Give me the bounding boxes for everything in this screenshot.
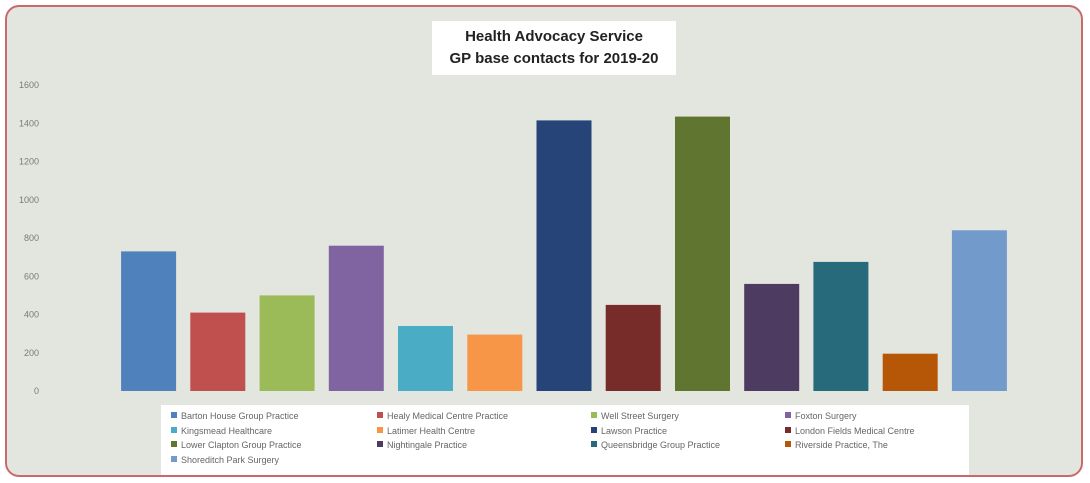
bar-12 — [951, 230, 1007, 391]
legend-label: Well Street Surgery — [601, 411, 679, 421]
legend-label: Lawson Practice — [601, 425, 668, 436]
legend-swatch — [785, 426, 791, 433]
legend-item: Healy Medical Centre Practice — [377, 410, 508, 423]
legend-swatch — [591, 441, 597, 447]
legend-item: Well Street Surgery — [591, 410, 679, 423]
legend-swatch — [377, 426, 383, 433]
chart-legend: Barton House Group Practice Healy Medical… — [161, 405, 969, 475]
legend-item: Nightingale Practice — [377, 439, 467, 452]
legend-label: Barton House Group Practice — [181, 411, 299, 421]
legend-item: Shoreditch Park Surgery — [171, 454, 279, 467]
bar-7 — [605, 304, 661, 391]
bar-3 — [328, 245, 384, 391]
y-tick-label-1000: 1000 — [19, 195, 39, 205]
bar-9 — [744, 283, 800, 391]
legend-item: Lower Clapton Group Practice — [171, 439, 302, 452]
y-tick-label-600: 600 — [24, 271, 39, 281]
legend-swatch — [785, 441, 791, 447]
legend-label: Latimer Health Centre — [387, 425, 476, 436]
legend-swatch — [377, 412, 383, 418]
legend-item: Riverside Practice, The — [785, 439, 888, 452]
bar-0 — [121, 251, 177, 391]
legend-item: Latimer Health Centre — [377, 425, 475, 438]
y-tick-label-800: 800 — [24, 233, 39, 243]
legend-label: London Fields Medical Centre — [795, 425, 915, 436]
legend-label: Shoreditch Park Surgery — [181, 454, 280, 465]
legend-swatch — [785, 412, 791, 418]
legend-label: Foxton Surgery — [795, 411, 857, 421]
bar-11 — [882, 353, 938, 391]
legend-item: Queensbridge Group Practice — [591, 439, 720, 452]
y-tick-label-1200: 1200 — [19, 157, 39, 167]
legend-swatch — [377, 441, 383, 447]
legend-swatch — [591, 426, 597, 433]
legend-item: Lawson Practice — [591, 425, 667, 438]
legend-item: Foxton Surgery — [785, 410, 857, 423]
y-tick-label-1400: 1400 — [19, 118, 39, 128]
legend-item: Kingsmead Healthcare — [171, 425, 272, 438]
bar-10 — [813, 261, 869, 391]
legend-swatch — [171, 412, 177, 418]
legend-swatch — [171, 441, 177, 447]
y-tick-label-200: 200 — [24, 348, 39, 358]
y-tick-label-0: 0 — [34, 386, 39, 396]
y-tick-label-1600: 1600 — [19, 80, 39, 90]
legend-swatch — [171, 455, 177, 462]
legend-item: London Fields Medical Centre — [785, 425, 915, 438]
y-tick-label-400: 400 — [24, 310, 39, 320]
bar-2 — [259, 295, 315, 391]
chart-frame: 0 200 400 600 800 1000 1200 1400 1600 Health Adv… — [5, 5, 1083, 477]
legend-label: Lower Clapton Group Practice — [181, 440, 302, 450]
bar-chart: 0 200 400 600 800 1000 1200 1400 1600 — [19, 80, 1007, 396]
bar-1 — [190, 312, 246, 391]
legend-swatch — [171, 426, 177, 433]
bar-8 — [675, 116, 730, 391]
chart-title-line-2: GP base contacts for 2019-20 — [449, 50, 659, 67]
legend-swatch — [591, 412, 597, 418]
chart-title-line-1: Health Advocacy Service — [465, 28, 643, 45]
legend-label: Riverside Practice, The — [795, 440, 888, 450]
legend-label: Queensbridge Group Practice — [601, 440, 721, 450]
legend-label: Healy Medical Centre Practice — [387, 411, 509, 421]
bar-4 — [398, 326, 453, 391]
legend-label: Nightingale Practice — [387, 440, 468, 450]
bar-5 — [467, 334, 523, 391]
legend-item: Barton House Group Practice — [171, 410, 299, 423]
chart-title: Health Advocacy Service GP base contacts… — [432, 21, 676, 75]
legend-label: Kingsmead Healthcare — [181, 425, 273, 436]
bar-6 — [536, 120, 592, 392]
